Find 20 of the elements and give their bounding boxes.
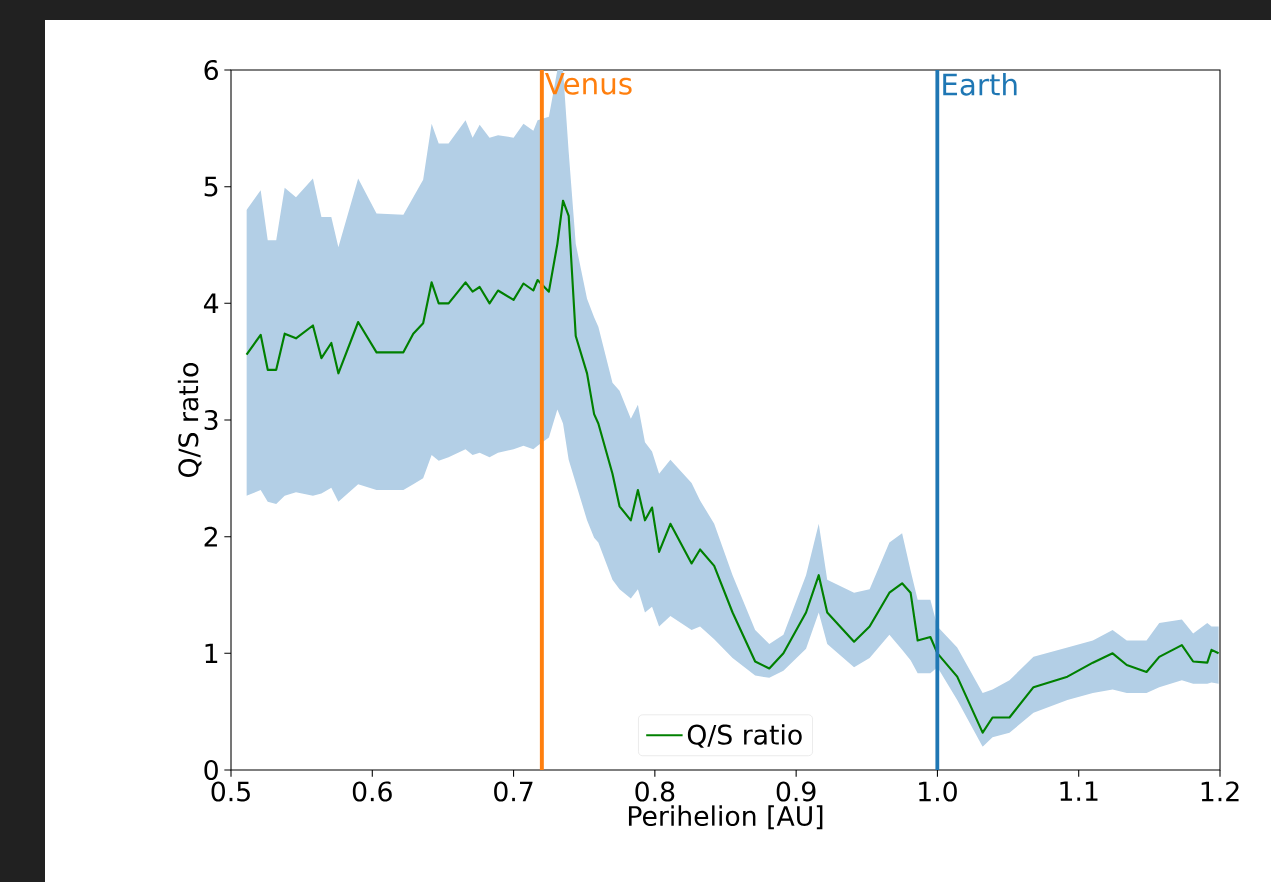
y-tick-label: 6 — [204, 59, 218, 81]
x-axis-title: Perihelion [AU] — [628, 805, 823, 830]
y-tick-label: 5 — [204, 176, 218, 197]
ref-line-label: Venus — [544, 72, 632, 95]
x-tick-label: 0.9 — [776, 781, 816, 802]
x-tick-label: 0.8 — [635, 781, 675, 802]
y-tick-label: 4 — [203, 293, 219, 314]
ref-line-label: Earth — [943, 72, 1017, 96]
y-tick-label: 2 — [204, 526, 217, 547]
x-tick-label: 1.1 — [1060, 781, 1098, 801]
y-tick-label: 0 — [204, 759, 218, 781]
y-tick-label: 1 — [205, 643, 218, 664]
y-axis-title: Q/S ratio — [177, 363, 202, 477]
x-tick-label: 0.7 — [494, 781, 533, 802]
x-tick-label: 0.6 — [352, 781, 392, 802]
y-tick-label: 3 — [204, 409, 218, 431]
legend-label: Q/S ratio — [687, 724, 802, 748]
x-tick-label: 1.2 — [1201, 781, 1239, 802]
x-tick-label: 1.0 — [919, 781, 957, 802]
x-tick-label: 0.5 — [211, 781, 250, 802]
